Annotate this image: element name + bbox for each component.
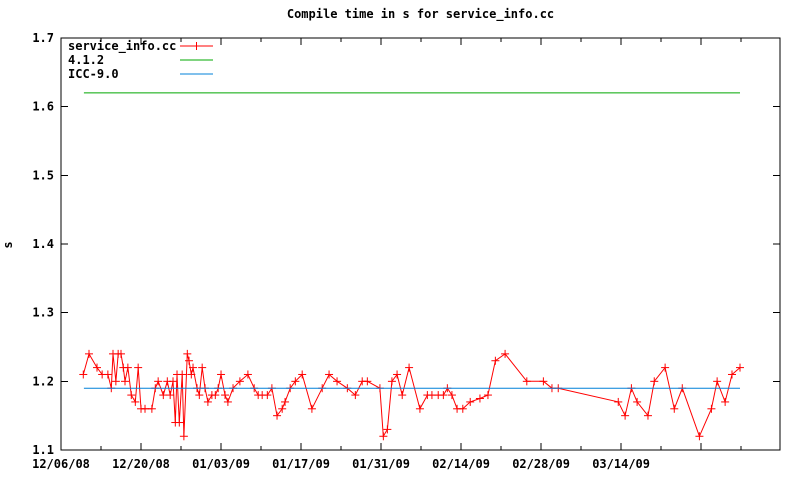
series-line-service_info.cc bbox=[82, 352, 741, 438]
x-tick-label: 12/06/08 bbox=[32, 457, 90, 471]
legend-label: service_info.cc bbox=[68, 39, 176, 54]
y-tick-label: 1.7 bbox=[32, 31, 54, 45]
x-tick-label: 02/28/09 bbox=[512, 457, 570, 471]
legend-label: ICC-9.0 bbox=[68, 67, 119, 81]
x-tick-label: 01/17/09 bbox=[272, 457, 330, 471]
y-tick-label: 1.1 bbox=[32, 443, 54, 457]
x-tick-label: 01/31/09 bbox=[352, 457, 410, 471]
y-tick-label: 1.3 bbox=[32, 306, 54, 320]
y-tick-label: 1.2 bbox=[32, 374, 54, 388]
x-tick-label: 12/20/08 bbox=[112, 457, 170, 471]
legend-label: 4.1.2 bbox=[68, 53, 104, 67]
x-tick-label: 03/14/09 bbox=[592, 457, 650, 471]
y-tick-label: 1.5 bbox=[32, 168, 54, 182]
x-tick-label: 02/14/09 bbox=[432, 457, 490, 471]
x-tick-label: 01/03/09 bbox=[192, 457, 250, 471]
y-tick-label: 1.6 bbox=[32, 100, 54, 114]
y-tick-label: 1.4 bbox=[32, 237, 54, 251]
chart-title: Compile time in s for service_info.cc bbox=[286, 7, 555, 21]
